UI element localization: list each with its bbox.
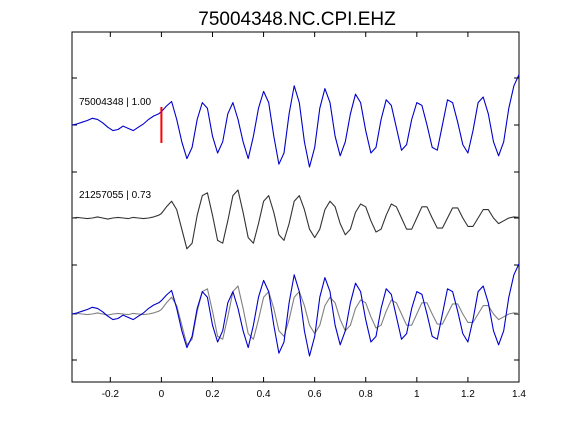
x-tick-label: -0.2 <box>102 389 120 400</box>
plot-frame <box>71 31 520 383</box>
x-tick-label: 0.6 <box>308 389 322 400</box>
trace-panel2-series1 <box>71 263 520 357</box>
x-tick-label: 1.4 <box>512 389 526 400</box>
x-tick-label: 0.4 <box>257 389 271 400</box>
x-tick-label: 1 <box>414 389 420 400</box>
x-tick-label: 1.2 <box>461 389 475 400</box>
traces-layer <box>71 74 520 357</box>
chart-title: 75004348.NC.CPI.EHZ <box>198 9 396 30</box>
trace-panel0-series0 <box>71 74 520 168</box>
x-tick-label: 0.2 <box>206 389 220 400</box>
trace-panel2-series0 <box>71 285 520 346</box>
x-tick-label: 0 <box>159 389 165 400</box>
x-axis: -0.2 0 0.2 0.4 0.6 0.8 1 1.2 1.4 <box>102 32 526 400</box>
trace-label-1: 21257055 | 0.73 <box>79 190 152 201</box>
panel-labels: 75004348 | 1.00 21257055 | 0.73 <box>79 97 152 201</box>
y-axis-ticks <box>72 77 519 361</box>
trace-label-0: 75004348 | 1.00 <box>79 97 152 108</box>
x-tick-label: 0.8 <box>359 389 373 400</box>
trace-panel1-series0 <box>71 189 520 250</box>
